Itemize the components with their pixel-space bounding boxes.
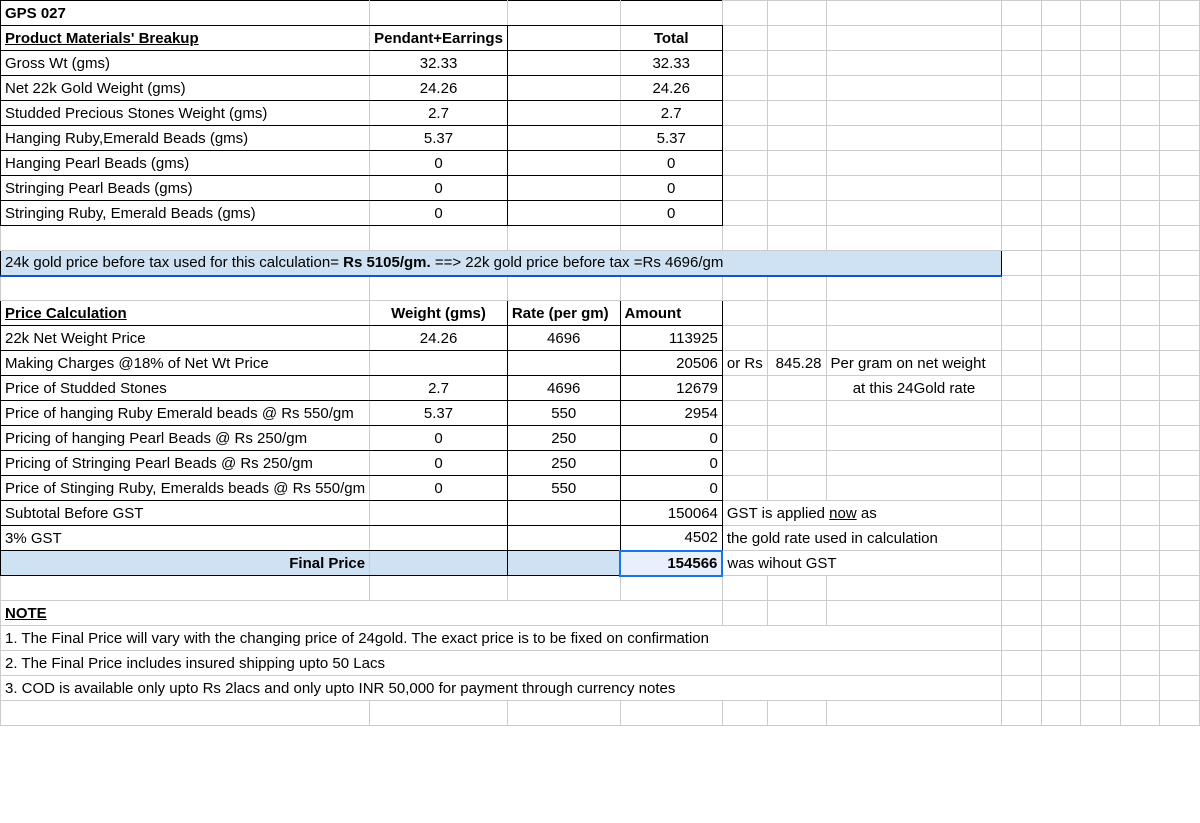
gst-label[interactable]: 3% GST [1,526,370,551]
product-code[interactable]: GPS 027 [1,1,370,26]
breakup-label[interactable]: Stringing Pearl Beads (gms) [1,176,370,201]
breakup-label[interactable]: Gross Wt (gms) [1,51,370,76]
breakup-label[interactable]: Hanging Pearl Beads (gms) [1,151,370,176]
side-per-gram-val[interactable]: 845.28 [767,351,826,376]
breakup-header[interactable]: Product Materials' Breakup [1,26,370,51]
subtotal-label[interactable]: Subtotal Before GST [1,501,370,526]
breakup-col2[interactable]: Pendant+Earrings [370,26,508,51]
subtotal-amount[interactable]: 150064 [620,501,722,526]
side-or-rs[interactable]: or Rs [722,351,767,376]
side-per-gram-txt[interactable]: Per gram on net weight [826,351,1002,376]
note-line[interactable]: 2. The Final Price includes insured ship… [1,651,1002,676]
breakup-label[interactable]: Hanging Ruby,Emerald Beads (gms) [1,126,370,151]
gst-note[interactable]: GST is applied now as [722,501,1002,526]
breakup-label[interactable]: Stringing Ruby, Emerald Beads (gms) [1,201,370,226]
note-line[interactable]: 3. COD is available only upto Rs 2lacs a… [1,676,1002,701]
calc-header[interactable]: Price Calculation [1,301,370,326]
final-price-label[interactable]: Final Price [1,551,370,576]
breakup-val2[interactable]: 32.33 [620,51,722,76]
spreadsheet-table: GPS 027 Product Materials' Breakup Penda… [0,0,1200,726]
gst-amount[interactable]: 4502 [620,526,722,551]
breakup-label[interactable]: Net 22k Gold Weight (gms) [1,76,370,101]
side-at-rate[interactable]: at this 24Gold rate [826,376,1002,401]
note-line[interactable]: 1. The Final Price will vary with the ch… [1,626,1002,651]
gold-price-note[interactable]: 24k gold price before tax used for this … [1,251,1002,276]
final-price-amount[interactable]: 154566 [620,551,722,576]
breakup-col4[interactable]: Total [620,26,722,51]
breakup-val1[interactable]: 32.33 [370,51,508,76]
breakup-label[interactable]: Studded Precious Stones Weight (gms) [1,101,370,126]
note-header[interactable]: NOTE [1,601,723,626]
